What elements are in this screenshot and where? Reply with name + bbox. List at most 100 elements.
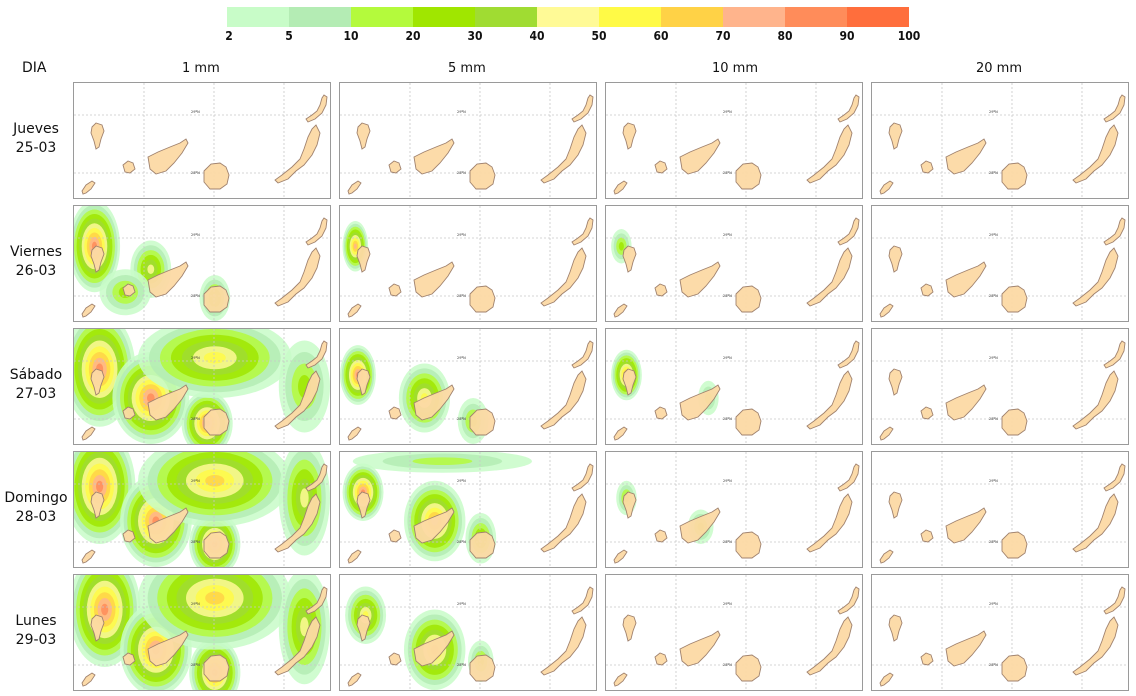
legend-swatch <box>413 7 475 27</box>
map-canvas: 29ºN 28ºN <box>74 83 330 198</box>
fuerteventura-island <box>806 247 853 307</box>
el-hierro-island <box>613 549 628 564</box>
canary-islands <box>879 94 1126 195</box>
precipitation-probability-field <box>74 329 330 444</box>
gran-canaria-island <box>1001 654 1028 682</box>
la-palma-island <box>622 122 637 150</box>
graticule <box>872 329 1128 444</box>
latitude-label: 28ºN <box>989 663 998 667</box>
latitude-label: 28ºN <box>457 663 466 667</box>
latitude-label: 28ºN <box>723 663 732 667</box>
map-panel-lunes-10mm: 29ºN 28ºN <box>605 574 863 691</box>
fuerteventura-island <box>806 616 853 676</box>
graticule <box>872 206 1128 321</box>
lanzarote-island <box>571 463 594 492</box>
row-label-jueves: Jueves 25-03 <box>0 120 72 158</box>
map-canvas: 29ºN 28ºN <box>606 575 862 690</box>
map-panel-lunes-20mm: 29ºN 28ºN <box>871 574 1129 691</box>
latitude-label: 28ºN <box>723 171 732 175</box>
latitude-label: 29ºN <box>191 110 200 114</box>
canary-islands <box>347 463 594 564</box>
gran-canaria-island <box>735 162 762 190</box>
tenerife-island <box>413 384 455 421</box>
legend-swatch <box>847 7 909 27</box>
legend-swatch <box>227 7 289 27</box>
lanzarote-island <box>837 217 860 246</box>
la-gomera-island <box>388 652 402 666</box>
la-gomera-island <box>920 283 934 297</box>
el-hierro-island <box>879 426 894 441</box>
gran-canaria-island <box>469 285 496 313</box>
canary-islands <box>613 340 860 441</box>
latitude-label: 28ºN <box>723 294 732 298</box>
el-hierro-island <box>613 180 628 195</box>
graticule <box>74 83 330 198</box>
legend-tick-label: 5 <box>285 29 293 43</box>
map-panel-viernes-20mm: 29ºN 28ºN <box>871 205 1129 322</box>
map-canvas: 29ºN 28ºN <box>74 329 330 444</box>
legend-tick-label: 2 <box>225 29 233 43</box>
la-palma-island <box>90 614 105 642</box>
map-canvas: 29ºN 28ºN <box>606 452 862 567</box>
latitude-label: 29ºN <box>723 110 732 114</box>
map-panel-sabado-10mm: 29ºN 28ºN <box>605 328 863 445</box>
fuerteventura-island <box>274 616 321 676</box>
latitude-label: 28ºN <box>723 417 732 421</box>
tenerife-island <box>147 138 189 175</box>
map-panel-jueves-10mm: 29ºN 28ºN <box>605 82 863 199</box>
tenerife-island <box>945 384 987 421</box>
fuerteventura-island <box>540 124 587 184</box>
latitude-label: 28ºN <box>723 540 732 544</box>
la-gomera-island <box>388 160 402 174</box>
canary-islands <box>347 340 594 441</box>
map-canvas: 29ºN 28ºN <box>872 575 1128 690</box>
map-canvas: 29ºN 28ºN <box>74 452 330 567</box>
gran-canaria-island <box>203 654 230 682</box>
probability-contour <box>205 591 225 605</box>
row-day: Viernes <box>9 244 63 260</box>
map-panel-sabado-1mm: 29ºN 28ºN <box>73 328 331 445</box>
latitude-label: 29ºN <box>989 479 998 483</box>
lanzarote-island <box>305 94 328 123</box>
el-hierro-island <box>879 672 894 687</box>
gran-canaria-island <box>203 162 230 190</box>
la-palma-island <box>622 368 637 396</box>
latitude-label: 28ºN <box>989 294 998 298</box>
legend-tick-label: 10 <box>343 29 359 43</box>
la-palma-island <box>356 491 371 519</box>
latitude-label: 28ºN <box>191 540 200 544</box>
graticule <box>340 206 596 321</box>
legend-tick-label: 20 <box>405 29 421 43</box>
graticule <box>606 575 862 690</box>
lanzarote-island <box>837 94 860 123</box>
gran-canaria-island <box>735 285 762 313</box>
map-canvas: 29ºN 28ºN <box>340 206 596 321</box>
latitude-label: 29ºN <box>191 233 200 237</box>
el-hierro-island <box>81 180 96 195</box>
row-label-viernes: Viernes 26-03 <box>0 243 72 281</box>
tenerife-island <box>147 261 189 298</box>
latitude-label: 28ºN <box>457 540 466 544</box>
el-hierro-island <box>347 180 362 195</box>
canary-islands <box>613 94 860 195</box>
el-hierro-island <box>347 549 362 564</box>
el-hierro-island <box>879 180 894 195</box>
map-canvas: 29ºN 28ºN <box>340 575 596 690</box>
legend-tick-label: 90 <box>839 29 855 43</box>
el-hierro-island <box>613 303 628 318</box>
graticule <box>872 452 1128 567</box>
map-panel-domingo-5mm: 29ºN 28ºN <box>339 451 597 568</box>
map-panel-domingo-1mm: 29ºN 28ºN <box>73 451 331 568</box>
el-hierro-island <box>613 426 628 441</box>
canary-islands <box>613 586 860 687</box>
tenerife-island <box>945 507 987 544</box>
map-canvas: 29ºN 28ºN <box>872 452 1128 567</box>
latitude-label: 29ºN <box>457 356 466 360</box>
legend-tick-label: 100 <box>897 29 921 43</box>
row-day: Sábado <box>9 367 63 383</box>
column-header-1mm: 1 mm <box>182 61 220 76</box>
latitude-label: 29ºN <box>457 233 466 237</box>
map-panel-jueves-20mm: 29ºN 28ºN <box>871 82 1129 199</box>
canary-islands <box>347 586 594 687</box>
la-palma-island <box>888 122 903 150</box>
